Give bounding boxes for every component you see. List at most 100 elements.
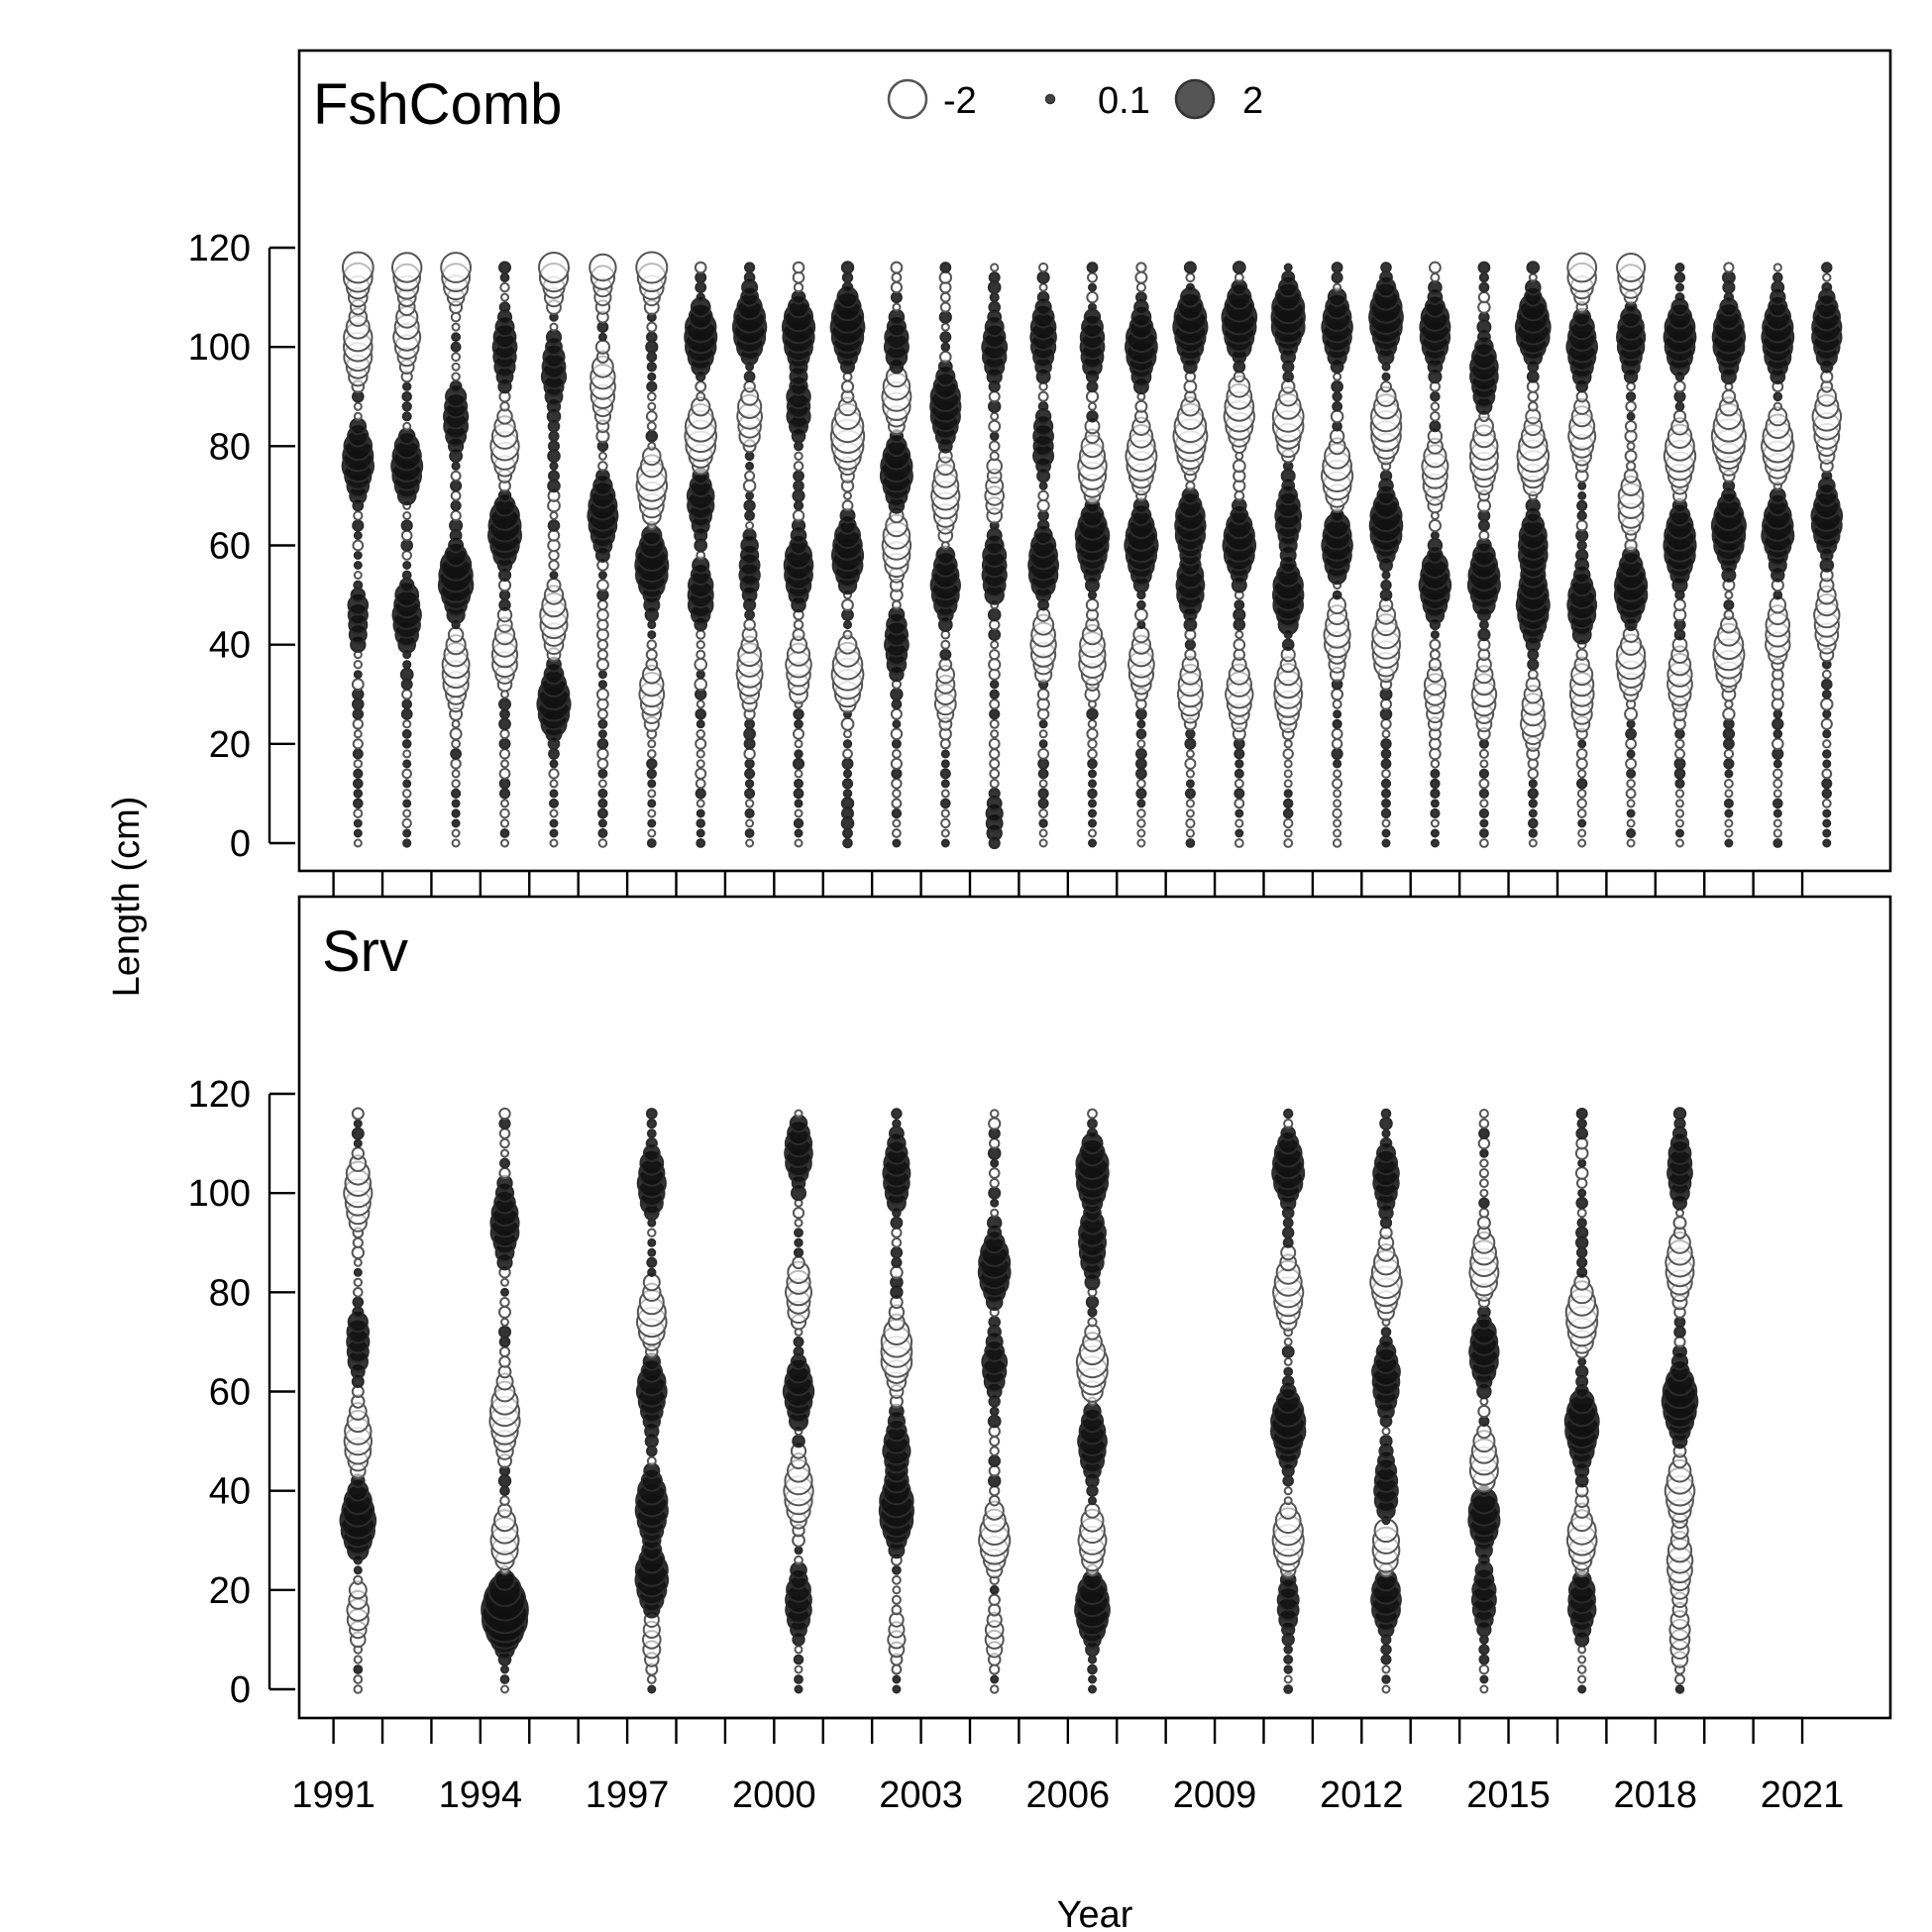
residual-bubble	[1283, 1108, 1294, 1120]
residual-bubble	[1528, 838, 1538, 848]
residual-bubble	[1528, 808, 1538, 818]
residual-bubble	[402, 799, 412, 808]
residual-bubble	[1478, 281, 1490, 293]
residual-bubble	[696, 808, 705, 818]
residual-bubble	[352, 718, 364, 730]
residual-bubble	[1575, 548, 1589, 563]
residual-bubble	[1088, 769, 1097, 779]
residual-bubble	[1234, 768, 1244, 779]
residual-bubble	[988, 271, 1001, 284]
y-tick-label: 120	[188, 228, 251, 269]
residual-bubble	[353, 1674, 364, 1684]
residual-bubble	[989, 768, 1001, 780]
residual-bubble	[450, 341, 462, 353]
residual-bubble	[1037, 758, 1049, 770]
residual-bubble	[1380, 778, 1392, 790]
residual-bubble	[1283, 789, 1293, 799]
residual-bubble	[1625, 391, 1637, 402]
residual-bubble	[794, 718, 804, 729]
residual-bubble	[1623, 469, 1639, 483]
residual-bubble	[1282, 748, 1294, 760]
residual-bubble	[1135, 291, 1147, 304]
residual-bubble	[842, 739, 853, 749]
y-axis-title: Length (cm)	[106, 797, 148, 998]
residual-bubble	[1332, 718, 1342, 729]
residual-bubble	[1136, 808, 1146, 818]
residual-bubble	[402, 828, 412, 838]
residual-bubble	[1088, 818, 1097, 828]
residual-bubble	[1674, 1684, 1685, 1694]
residual-bubble	[597, 729, 607, 739]
residual-bubble	[1283, 779, 1293, 789]
residual-bubble	[1088, 401, 1097, 411]
residual-bubble	[1479, 1158, 1489, 1168]
residual-bubble	[891, 698, 903, 710]
residual-bubble	[743, 737, 756, 750]
residual-bubble	[890, 727, 904, 741]
residual-bubble	[1038, 828, 1048, 838]
residual-bubble	[1674, 263, 1685, 272]
residual-bubble	[988, 419, 1002, 433]
residual-bubble	[892, 1564, 902, 1575]
residual-bubble	[647, 1684, 657, 1694]
residual-bubble	[451, 352, 462, 363]
residual-bubble	[646, 1674, 657, 1684]
residual-bubble	[1430, 401, 1441, 412]
residual-bubble	[341, 251, 375, 284]
residual-bubble	[939, 291, 951, 303]
fshcomb-panel-frame	[297, 49, 1892, 873]
residual-bubble	[647, 372, 657, 381]
residual-bubble	[401, 728, 412, 739]
x-tick-label: 1994	[439, 1774, 523, 1816]
residual-bubble	[1674, 748, 1685, 760]
residual-bubble	[1333, 828, 1342, 838]
residual-bubble	[399, 577, 415, 593]
residual-bubble	[1135, 768, 1147, 780]
residual-bubble	[792, 1207, 805, 1220]
residual-bubble	[843, 490, 852, 500]
residual-bubble	[1723, 798, 1734, 808]
residual-bubble	[989, 689, 1000, 699]
residual-bubble	[1430, 807, 1441, 819]
residual-bubble	[1772, 808, 1782, 818]
residual-bubble	[1283, 1655, 1294, 1664]
residual-bubble	[1430, 828, 1440, 838]
residual-bubble	[451, 362, 461, 372]
residual-bubble	[497, 1503, 512, 1519]
residual-bubble	[744, 828, 755, 838]
residual-bubble	[498, 1127, 511, 1139]
residual-bubble	[647, 630, 657, 640]
residual-bubble	[743, 271, 756, 283]
residual-bubble	[744, 758, 755, 770]
residual-bubble	[842, 748, 853, 760]
residual-bubble	[743, 727, 756, 741]
residual-bubble	[353, 789, 364, 799]
residual-bubble	[1430, 759, 1441, 769]
residual-bubble	[1185, 799, 1196, 808]
residual-bubble	[353, 729, 363, 739]
residual-bubble	[990, 1198, 1000, 1208]
residual-bubble	[646, 321, 658, 333]
residual-bubble	[1234, 759, 1244, 769]
srv-panel: Srv 0 20 40 60 80 100 120	[188, 895, 1892, 1720]
residual-bubble	[841, 281, 854, 293]
residual-bubble	[500, 1287, 509, 1297]
residual-bubble	[744, 451, 755, 462]
residual-bubble	[988, 300, 1002, 314]
residual-bubble	[1624, 706, 1639, 721]
residual-bubble	[450, 758, 462, 770]
residual-bubble	[792, 757, 805, 771]
residual-bubble	[597, 451, 607, 461]
residual-bubble	[990, 1684, 1000, 1694]
residual-bubble	[450, 490, 462, 501]
residual-bubble	[892, 838, 902, 848]
residual-bubble	[1822, 272, 1832, 282]
residual-bubble	[451, 808, 461, 818]
residual-bubble	[1380, 748, 1392, 760]
residual-bubble	[1576, 1664, 1587, 1674]
residual-bubble	[1234, 778, 1244, 789]
residual-bubble	[696, 670, 705, 680]
residual-bubble	[1282, 371, 1294, 383]
residual-bubble	[1769, 487, 1786, 504]
residual-bubble	[499, 1674, 510, 1684]
